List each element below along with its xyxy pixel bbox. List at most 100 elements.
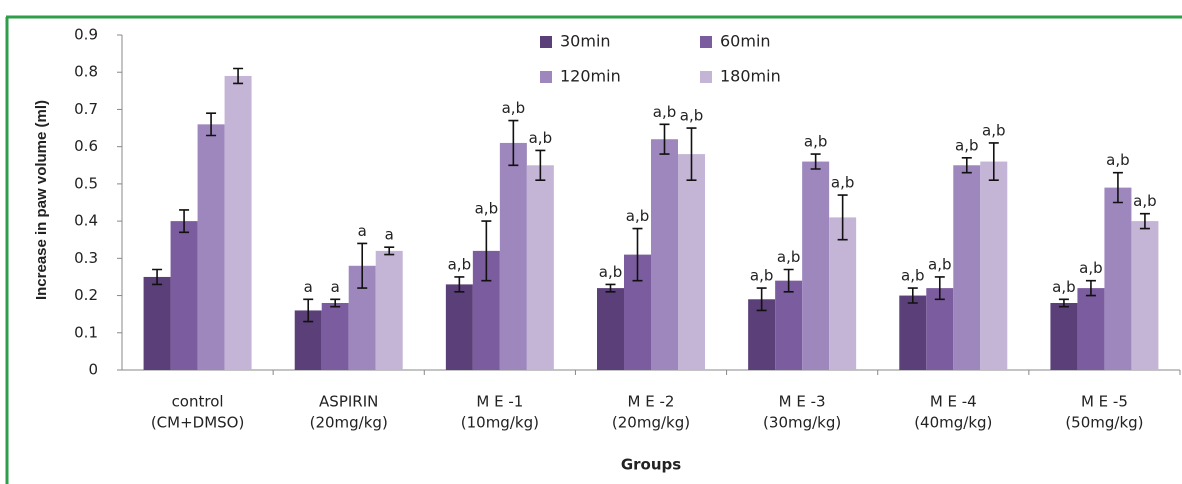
error-bar	[1085, 279, 1096, 297]
significance-label: a,b	[831, 174, 854, 192]
y-tick-label: 0.6	[74, 137, 98, 155]
y-tick-label: 0.5	[74, 174, 98, 192]
x-tick-label: control	[172, 393, 224, 411]
significance-label: a,b	[680, 107, 703, 125]
error-bar	[535, 149, 546, 181]
y-tick-label: 0.7	[74, 100, 98, 118]
error-bar	[756, 287, 767, 312]
x-tick-label: (10mg/kg)	[461, 414, 539, 432]
significance-label: a,b	[928, 255, 951, 273]
error-bar	[605, 283, 616, 293]
x-tick-label: (20mg/kg)	[612, 414, 690, 432]
significance-label: a,b	[1079, 259, 1102, 277]
error-bar	[233, 67, 244, 85]
significance-label: a,b	[982, 121, 1005, 139]
bar	[526, 165, 554, 370]
x-tick-label: M E -5	[1081, 393, 1128, 411]
error-bar	[783, 268, 794, 293]
bar	[597, 288, 624, 370]
significance-label: a,b	[804, 133, 827, 151]
significance-label: a,b	[777, 248, 800, 266]
bar	[802, 161, 830, 370]
significance-label: a,b	[599, 263, 622, 281]
error-bar	[837, 194, 848, 241]
significance-label: a,b	[475, 200, 498, 218]
significance-label: a,b	[1133, 192, 1156, 210]
bar	[224, 75, 252, 370]
x-tick-label: (50mg/kg)	[1065, 414, 1143, 432]
bar	[170, 221, 198, 370]
legend-label: 30min	[560, 32, 611, 51]
bar	[953, 165, 981, 370]
error-bar	[686, 127, 697, 181]
significance-label: a,b	[901, 267, 924, 285]
error-bar	[481, 220, 492, 282]
significance-label: a,b	[448, 255, 471, 273]
y-tick-label: 0.3	[74, 249, 98, 267]
bar	[926, 288, 954, 370]
bar	[321, 303, 349, 370]
bar	[651, 139, 678, 370]
legend-label: 120min	[560, 67, 621, 86]
bar	[678, 154, 705, 370]
error-bar	[1112, 171, 1123, 204]
error-bar	[152, 268, 163, 286]
error-bar	[206, 112, 217, 137]
legend-label: 180min	[720, 67, 781, 86]
error-bar	[1058, 298, 1069, 308]
bar	[499, 142, 527, 370]
bar	[980, 161, 1008, 370]
y-tick-label: 0.9	[74, 26, 98, 44]
error-bar	[907, 287, 918, 304]
significance-label: a	[385, 226, 394, 244]
error-bar	[988, 142, 999, 181]
x-tick-label: ASPIRIN	[319, 393, 378, 411]
bar	[829, 217, 857, 370]
significance-label: a,b	[502, 99, 525, 117]
significance-label: a,b	[529, 129, 552, 147]
significance-label: a	[304, 278, 313, 296]
x-tick-label: (40mg/kg)	[914, 414, 992, 432]
x-tick-label: M E -1	[476, 393, 523, 411]
significance-label: a,b	[1106, 151, 1129, 169]
bar	[775, 280, 803, 370]
legend-swatch	[540, 71, 552, 83]
bar	[1131, 221, 1159, 370]
legend-swatch	[540, 36, 552, 48]
significance-label: a,b	[955, 136, 978, 154]
bar	[1104, 187, 1132, 370]
error-bar	[508, 119, 519, 167]
error-bar	[1139, 212, 1150, 230]
x-tick-label: M E -3	[779, 393, 826, 411]
y-tick-label: 0.4	[74, 212, 98, 230]
error-bar	[810, 153, 821, 170]
y-tick-label: 0.2	[74, 286, 98, 304]
bar	[1077, 288, 1105, 370]
x-tick-label: (30mg/kg)	[763, 414, 841, 432]
bar	[375, 250, 403, 370]
error-bar	[961, 157, 972, 174]
y-tick-label: 0.1	[74, 323, 98, 341]
bar	[197, 124, 225, 370]
error-bar	[357, 242, 368, 289]
error-bar	[384, 246, 395, 256]
error-bar	[179, 209, 190, 234]
significance-label: a	[331, 278, 340, 296]
x-tick-label: M E -2	[628, 393, 675, 411]
legend-swatch	[700, 36, 712, 48]
bar	[899, 295, 927, 370]
bar	[445, 284, 473, 370]
error-bar	[330, 298, 341, 308]
y-tick-label: 0.8	[74, 63, 98, 81]
bar	[143, 276, 171, 370]
y-tick-label: 0	[88, 361, 98, 379]
x-axis-title: Groups	[621, 456, 681, 474]
error-bar	[659, 123, 670, 155]
legend-label: 60min	[720, 32, 771, 51]
x-tick-label: (CM+DMSO)	[151, 414, 245, 432]
significance-label: a,b	[653, 103, 676, 121]
error-bar	[303, 298, 314, 323]
significance-label: a,b	[1052, 278, 1075, 296]
error-bar	[934, 276, 945, 301]
